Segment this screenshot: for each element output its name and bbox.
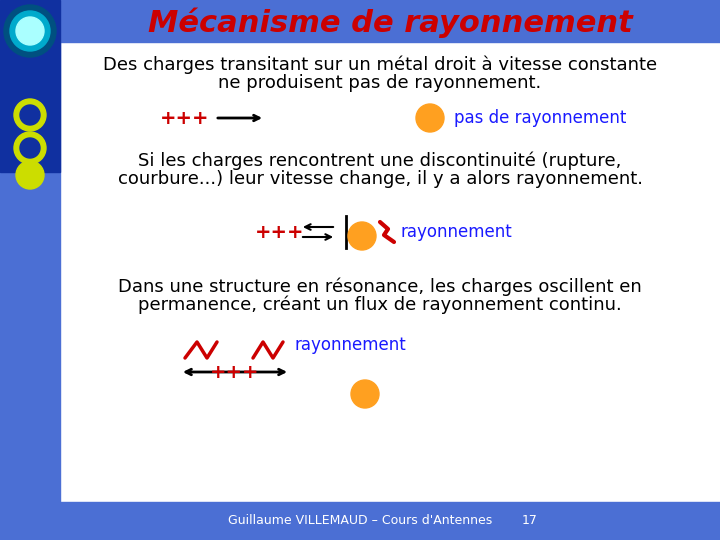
Text: Si les charges rencontrent une discontinuité (rupture,: Si les charges rencontrent une discontin…: [138, 152, 621, 171]
Text: 17: 17: [522, 515, 538, 528]
Circle shape: [351, 380, 379, 408]
Circle shape: [16, 17, 44, 45]
Text: +++: +++: [256, 222, 305, 241]
Circle shape: [10, 11, 50, 51]
Text: +++: +++: [210, 362, 260, 381]
Circle shape: [416, 104, 444, 132]
Text: pas de rayonnement: pas de rayonnement: [454, 109, 626, 127]
Circle shape: [4, 5, 56, 57]
Text: Dans une structure en résonance, les charges oscillent en: Dans une structure en résonance, les cha…: [118, 277, 642, 295]
Bar: [0, 0, 720, 42]
Circle shape: [14, 132, 46, 164]
Circle shape: [16, 161, 44, 189]
Circle shape: [348, 222, 376, 250]
Text: Des charges transitant sur un métal droit à vitesse constante: Des charges transitant sur un métal droi…: [103, 56, 657, 75]
Text: ne produisent pas de rayonnement.: ne produisent pas de rayonnement.: [218, 74, 541, 92]
Text: Guillaume VILLEMAUD – Cours d'Antennes: Guillaume VILLEMAUD – Cours d'Antennes: [228, 515, 492, 528]
Text: rayonnement: rayonnement: [400, 223, 512, 241]
Circle shape: [20, 138, 40, 158]
Bar: [0, 0, 60, 172]
Circle shape: [14, 99, 46, 131]
Text: Mécanisme de rayonnement: Mécanisme de rayonnement: [148, 8, 632, 38]
Text: permanence, créant un flux de rayonnement continu.: permanence, créant un flux de rayonnemen…: [138, 295, 622, 314]
Text: +++: +++: [161, 109, 210, 127]
Circle shape: [20, 105, 40, 125]
Bar: [0, 502, 720, 540]
Text: rayonnement: rayonnement: [295, 336, 407, 354]
Bar: [0, 42, 60, 502]
Text: courbure...) leur vitesse change, il y a alors rayonnement.: courbure...) leur vitesse change, il y a…: [117, 170, 642, 188]
